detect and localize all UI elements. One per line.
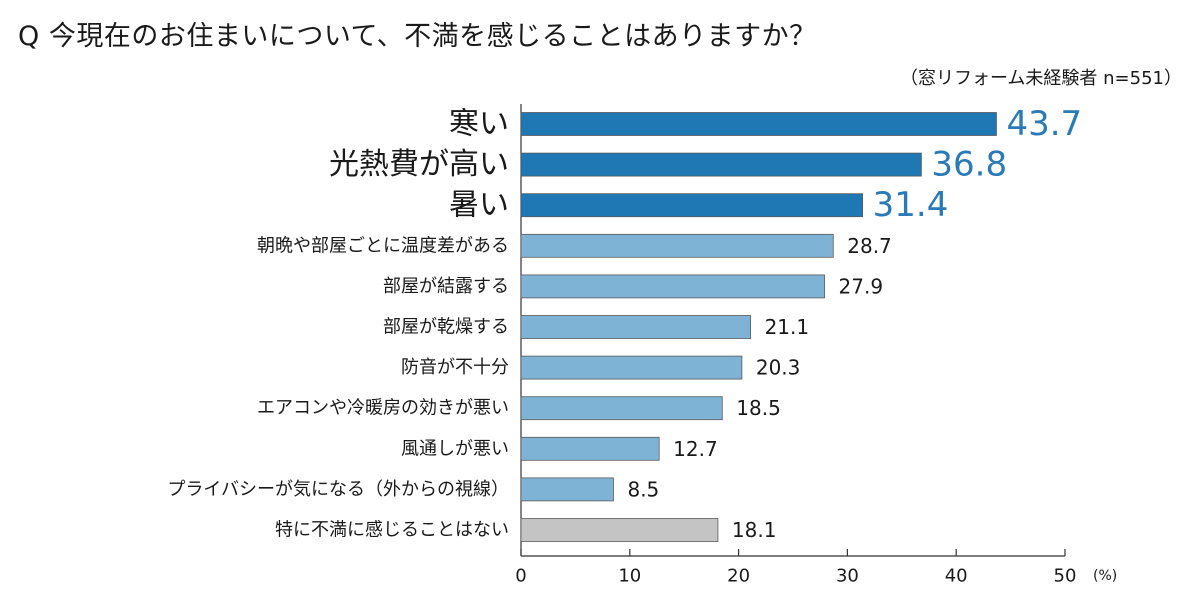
data-label: 28.7 xyxy=(847,234,892,258)
x-unit-label: (%) xyxy=(1093,568,1117,584)
x-tick-label: 40 xyxy=(945,566,968,587)
bar xyxy=(520,233,834,258)
category-label: 部屋が乾燥する xyxy=(383,317,509,338)
x-tick-label: 50 xyxy=(1054,566,1077,587)
bar xyxy=(520,396,723,421)
data-label: 27.9 xyxy=(839,274,884,298)
category-label: 暑い xyxy=(449,188,509,223)
bar xyxy=(520,477,614,502)
category-label: 風通しが悪い xyxy=(401,438,509,459)
bar xyxy=(520,152,922,177)
category-label: 光熱費が高い xyxy=(329,147,509,182)
bar xyxy=(520,112,997,136)
data-label: 21.1 xyxy=(765,315,810,339)
bar xyxy=(520,315,751,339)
data-label: 18.5 xyxy=(736,396,781,420)
chart-title: Q 今現在のお住まいについて、不満を感じることはありますか？ xyxy=(18,21,817,52)
category-label: プライバシーが気になる（外からの視線） xyxy=(167,479,509,500)
category-label: 特に不満に感じることはない xyxy=(275,520,509,541)
data-label: 8.5 xyxy=(627,477,659,501)
data-label: 18.1 xyxy=(732,518,777,542)
category-label: 防音が不十分 xyxy=(401,357,509,378)
x-tick-label: 20 xyxy=(727,566,750,587)
bar xyxy=(520,274,825,299)
data-label: 36.8 xyxy=(931,145,1007,185)
bar xyxy=(520,355,743,380)
chart-subtitle: （窓リフォーム未経験者 n=551） xyxy=(899,68,1182,89)
data-label: 20.3 xyxy=(756,356,801,380)
bar xyxy=(520,436,660,461)
data-label: 31.4 xyxy=(873,185,949,225)
x-tick-label: 10 xyxy=(618,566,641,587)
category-label: 寒い xyxy=(449,107,509,142)
data-label: 12.7 xyxy=(673,437,718,461)
category-label: エアコンや冷暖房の効きが悪い xyxy=(257,398,509,419)
category-label: 部屋が結露する xyxy=(383,276,509,297)
x-tick-label: 30 xyxy=(836,566,859,587)
bar xyxy=(520,518,719,542)
category-label: 朝晩や部屋ごとに温度差がある xyxy=(257,235,509,256)
x-tick-label: 0 xyxy=(515,566,526,587)
bar xyxy=(520,193,864,218)
data-label: 43.7 xyxy=(1006,104,1082,144)
